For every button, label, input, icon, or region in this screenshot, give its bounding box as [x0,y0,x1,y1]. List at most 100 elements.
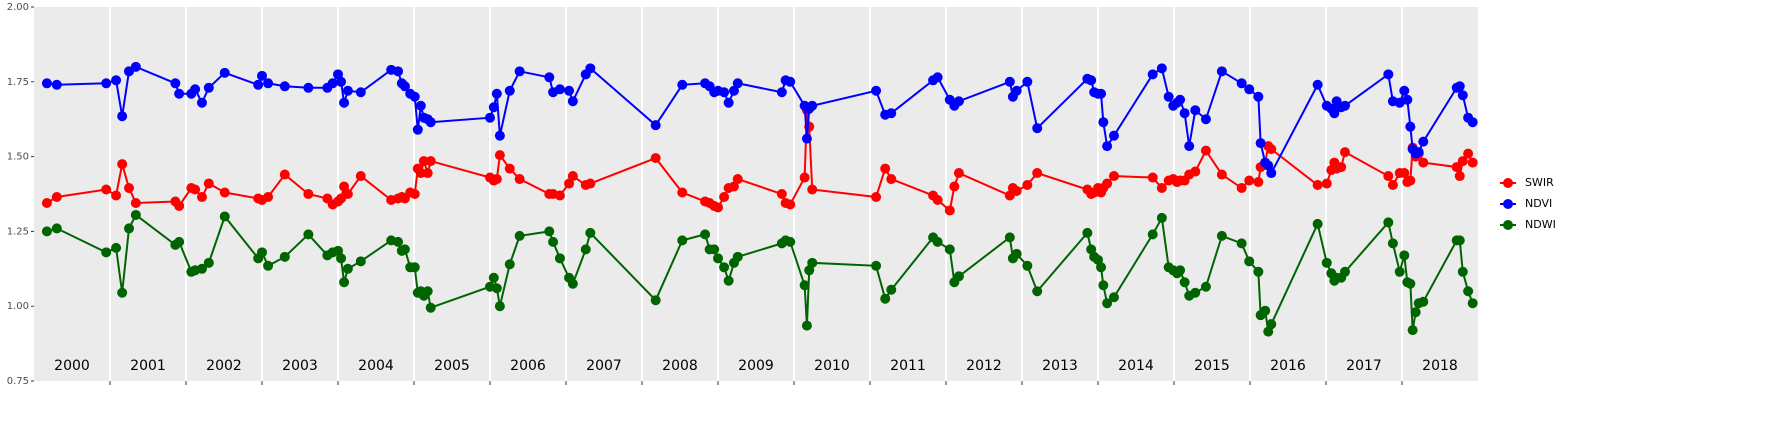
data-point [101,184,112,195]
data-point [504,85,515,96]
data-point [871,191,882,202]
data-point [785,199,796,210]
data-point [190,184,201,195]
data-point [170,78,181,89]
data-point [585,63,596,74]
data-point [1216,66,1227,77]
data-point [355,171,366,182]
data-point [801,320,812,331]
data-point [580,244,591,255]
data-point [1263,326,1274,337]
data-point [1086,75,1097,86]
data-point [1402,94,1413,105]
data-point [932,194,943,205]
legend-label: SWIR [1525,176,1554,189]
data-point [488,102,499,113]
data-point [732,174,743,185]
year-label: 2001 [130,358,166,374]
data-point [1413,147,1424,158]
data-point [785,236,796,247]
data-point [932,236,943,247]
data-point [880,163,891,174]
year-label: 2002 [206,358,242,374]
data-point [1407,325,1418,336]
data-point [117,159,128,170]
data-point [713,253,723,264]
data-point [1418,136,1429,147]
data-point [130,61,141,72]
data-point [1236,238,1247,249]
data-point [1163,91,1174,102]
data-point [564,85,575,96]
data-point [219,67,230,78]
data-point [732,251,743,262]
data-point [124,223,134,234]
data-point [1394,97,1405,108]
data-point [1175,94,1186,105]
data-point [333,69,343,80]
year-label: 2017 [1346,358,1382,374]
data-point [554,190,565,201]
data-point [1032,168,1043,179]
data-point [196,263,207,274]
data-point [174,200,185,211]
data-point [871,260,882,271]
data-point [1312,79,1323,90]
data-point [700,229,711,240]
data-point [196,97,207,108]
data-point [953,271,964,282]
year-label: 2008 [662,358,698,374]
data-point [1022,180,1033,191]
data-point [219,211,230,222]
data-point [1175,265,1186,276]
data-point [514,230,525,241]
data-point [1457,90,1468,101]
data-point [491,174,502,185]
y-tick-label: 2.00 [7,2,29,13]
data-point [944,244,955,255]
data-point [554,253,565,264]
data-point [1022,76,1033,87]
data-point [1244,84,1255,95]
data-point [1266,144,1277,155]
data-point [130,209,141,220]
data-point [1329,108,1340,119]
data-point [719,191,730,202]
data-point [425,117,436,128]
data-point [393,236,404,247]
year-label: 2003 [282,358,318,374]
year-label: 2007 [586,358,622,374]
data-point [494,150,505,161]
data-point [111,242,122,253]
data-point [1463,286,1474,297]
data-point [1156,212,1167,223]
data-point [1156,183,1167,194]
data-point [1022,260,1033,271]
data-point [650,120,661,131]
data-point [1418,296,1429,307]
data-point [303,82,314,93]
data-point [399,81,410,92]
legend-label: NDWI [1525,218,1556,231]
data-point [1190,287,1201,298]
data-point [101,78,112,89]
year-label: 2004 [358,358,394,374]
data-point [124,183,134,194]
data-point [886,284,897,295]
data-point [41,78,52,89]
data-point [1200,281,1211,292]
data-point [342,85,353,96]
data-point [339,277,350,288]
data-point [41,197,52,208]
year-label: 2018 [1422,358,1458,374]
data-point [719,262,730,273]
data-point [1236,183,1247,194]
data-point [219,187,230,198]
data-point [1156,63,1167,74]
data-point [564,178,575,189]
data-point [355,87,366,98]
data-point [544,226,555,237]
data-point [1200,145,1211,156]
data-point [1467,298,1478,309]
data-point [1147,172,1158,183]
